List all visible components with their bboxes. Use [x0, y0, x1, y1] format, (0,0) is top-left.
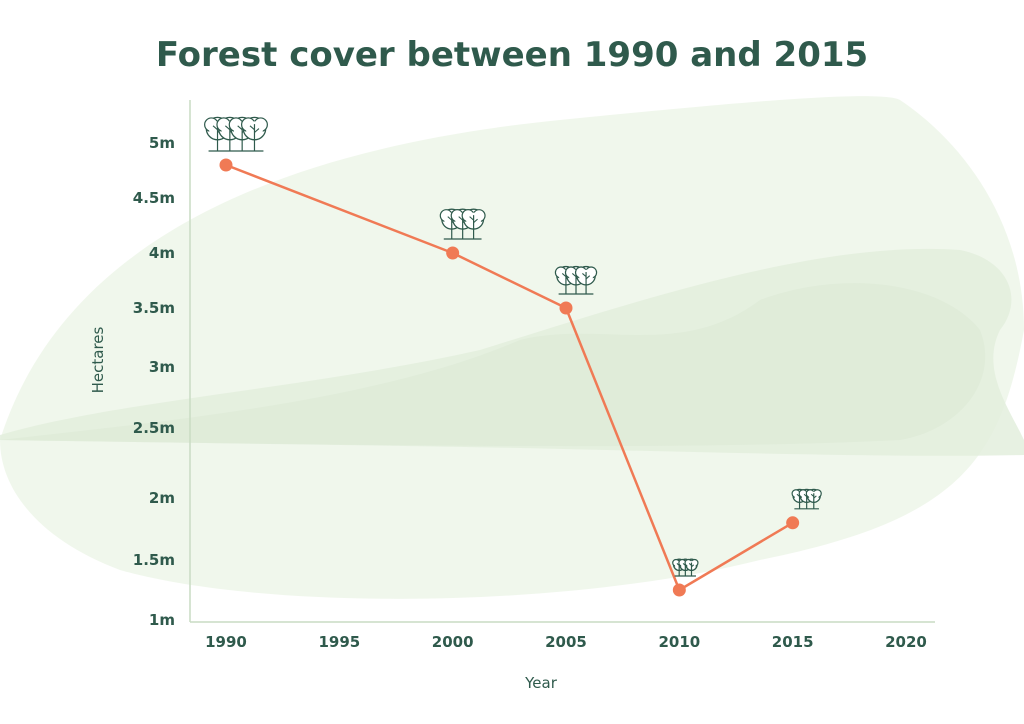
tree-cluster-icon — [439, 208, 486, 240]
y-tick-label: 1.5m — [133, 551, 175, 569]
y-tick-label: 1m — [149, 611, 175, 629]
y-tick-label: 4m — [149, 244, 175, 262]
x-tick-label: 2020 — [885, 633, 927, 651]
y-tick-label: 2m — [149, 489, 175, 507]
tree-cluster-icon — [204, 116, 268, 152]
y-tick-label: 4.5m — [133, 189, 175, 207]
x-tick-label: 2000 — [432, 633, 474, 651]
y-tick-label: 3.5m — [133, 299, 175, 317]
tree-cluster-icon — [554, 265, 598, 295]
x-tick-label: 1995 — [318, 633, 360, 651]
tree-cluster-icon — [672, 558, 699, 577]
x-tick-labels: 1990 1995 2000 2005 2010 2015 2020 — [205, 633, 927, 651]
data-point — [446, 246, 460, 260]
data-point — [559, 301, 573, 315]
data-point — [672, 583, 686, 597]
data-point — [219, 158, 233, 172]
y-tick-label: 2.5m — [133, 419, 175, 437]
x-axis-label: Year — [524, 674, 558, 692]
x-tick-label: 2015 — [772, 633, 814, 651]
x-tick-label: 2005 — [545, 633, 587, 651]
background-shapes — [0, 96, 1024, 599]
series-layer — [204, 116, 822, 597]
y-tick-label: 3m — [149, 358, 175, 376]
data-point — [786, 516, 800, 530]
x-tick-label: 1990 — [205, 633, 247, 651]
chart-title: Forest cover between 1990 and 2015 — [156, 35, 868, 75]
y-tick-labels: 1m 1.5m 2m 2.5m 3m 3.5m 4m 4.5m 5m — [133, 134, 175, 629]
y-axis-label: Hectares — [89, 326, 107, 393]
x-tick-label: 2010 — [658, 633, 700, 651]
y-tick-label: 5m — [149, 134, 175, 152]
tree-cluster-icon — [791, 488, 822, 510]
